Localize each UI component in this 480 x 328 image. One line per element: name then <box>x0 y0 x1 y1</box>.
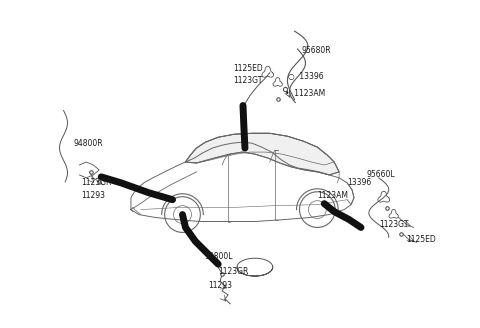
Text: ○  13396: ○ 13396 <box>288 72 323 81</box>
Text: 13396: 13396 <box>347 178 372 187</box>
Text: •  1123AM: • 1123AM <box>285 89 325 98</box>
Text: 94800R: 94800R <box>73 139 103 148</box>
Text: 1123GT: 1123GT <box>233 76 263 85</box>
Text: 11293: 11293 <box>208 281 232 291</box>
Text: 1123GR: 1123GR <box>81 178 112 187</box>
Text: 94800L: 94800L <box>204 252 233 261</box>
Text: 95660L: 95660L <box>367 171 396 179</box>
Text: 1125ED: 1125ED <box>407 235 436 244</box>
Polygon shape <box>185 133 339 175</box>
Text: 11293: 11293 <box>81 191 105 200</box>
Text: 1123AM: 1123AM <box>317 191 348 200</box>
Text: 95680R: 95680R <box>301 47 331 55</box>
Text: 1125ED: 1125ED <box>233 64 263 73</box>
Text: 1123GR: 1123GR <box>218 267 249 276</box>
Text: 1123GT: 1123GT <box>379 220 408 229</box>
